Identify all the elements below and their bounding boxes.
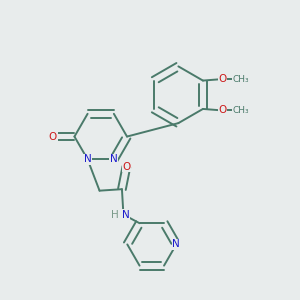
Text: O: O (218, 74, 226, 84)
Text: CH₃: CH₃ (232, 75, 249, 84)
Text: N: N (172, 239, 180, 249)
Text: N: N (122, 210, 130, 220)
Text: N: N (110, 154, 118, 164)
Text: O: O (218, 105, 226, 116)
Text: CH₃: CH₃ (232, 106, 249, 115)
Text: H: H (111, 210, 119, 220)
Text: O: O (122, 162, 130, 172)
Text: O: O (49, 132, 57, 142)
Text: N: N (84, 154, 92, 164)
